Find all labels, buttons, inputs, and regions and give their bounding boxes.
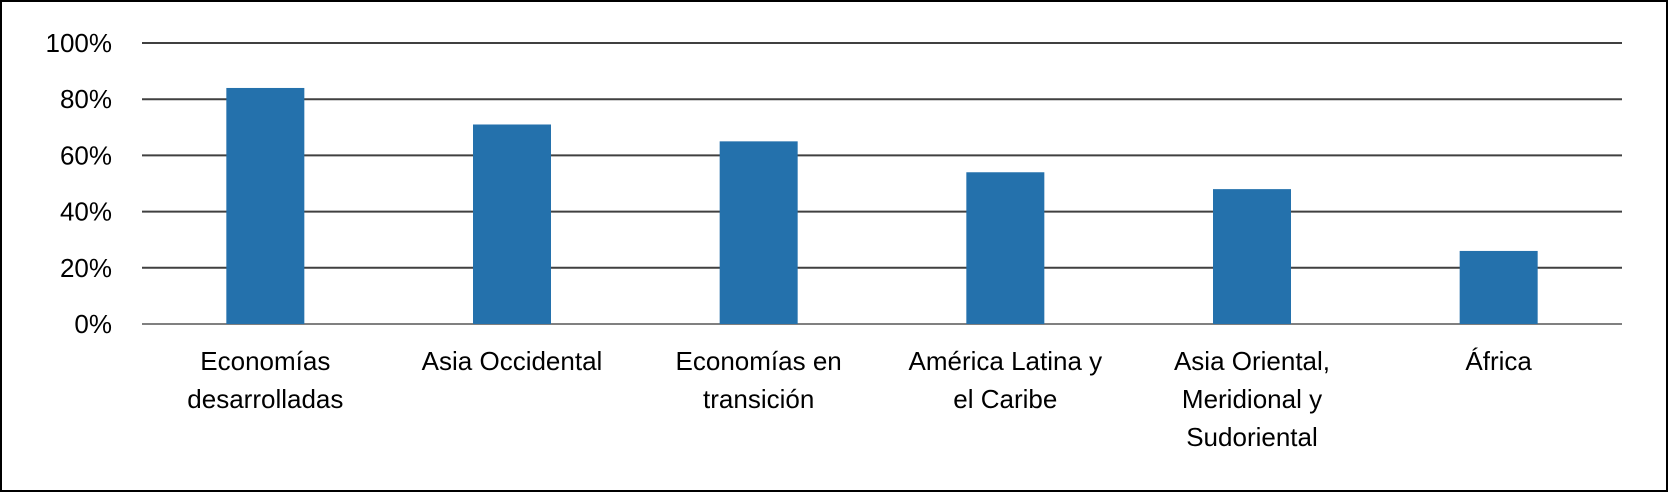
bar: [719, 141, 798, 324]
y-tick-label: 0%: [74, 309, 112, 339]
x-category-line: Asia Occidental: [422, 346, 603, 376]
x-category-line: Economías: [200, 346, 330, 376]
y-tick-label: 100%: [46, 28, 113, 58]
x-category-line: Meridional y: [1182, 384, 1322, 414]
bar: [473, 124, 551, 325]
y-tick-label: 80%: [60, 84, 112, 114]
y-tick-label: 60%: [60, 140, 112, 170]
x-category-label: Economías en transición: [676, 346, 842, 414]
x-category-label: América Latina y el Caribe: [909, 346, 1103, 414]
gridlines: [142, 42, 1622, 325]
x-category-line: Economías en: [676, 346, 842, 376]
x-axis-categories: Economías desarrolladas Asia Occidental Eco…: [187, 346, 1532, 452]
bar: [1459, 250, 1538, 324]
bar: [966, 172, 1045, 324]
x-category-line: el Caribe: [953, 384, 1057, 414]
x-category-line: América Latina y: [909, 346, 1103, 376]
x-category-line: Asia Oriental,: [1174, 346, 1330, 376]
x-category-label: Asia Oriental, Meridional y Sudoriental: [1174, 346, 1330, 452]
x-category-line: Sudoriental: [1186, 422, 1318, 452]
bar: [1213, 189, 1291, 324]
x-category-label: Economías desarrolladas: [187, 346, 343, 414]
x-category-line: desarrolladas: [187, 384, 343, 414]
y-axis-ticks: 0% 20% 40% 60% 80% 100%: [46, 28, 113, 339]
y-tick-label: 20%: [60, 253, 112, 283]
x-category-label: Asia Occidental: [422, 346, 603, 376]
x-category-label: África: [1465, 346, 1532, 376]
x-category-line: África: [1465, 346, 1532, 376]
y-tick-label: 40%: [60, 197, 112, 227]
x-category-line: transición: [703, 384, 814, 414]
bar: [226, 87, 305, 325]
bars: [226, 87, 1538, 325]
